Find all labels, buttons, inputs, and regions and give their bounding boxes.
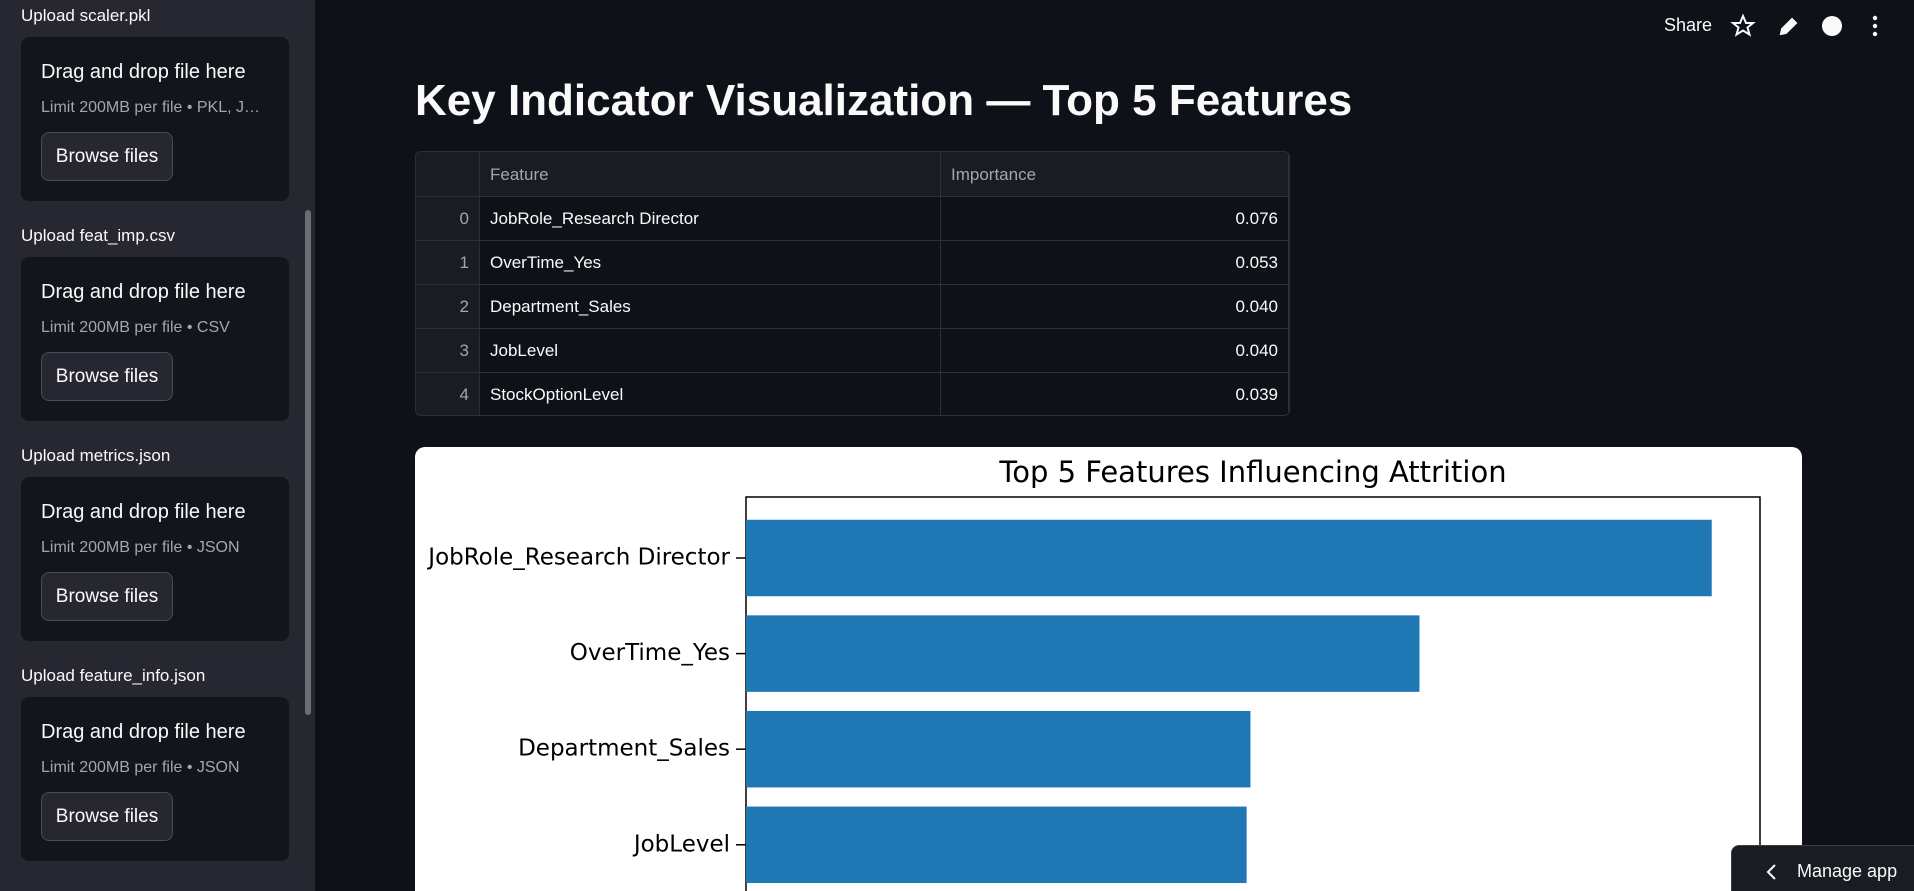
dropzone-text: Drag and drop file here [41,61,246,83]
chart-title: Top 5 Features Influencing Attrition [998,455,1506,489]
row-index: 0 [416,197,480,241]
column-header: Feature [480,152,941,197]
limit-text: Limit 200MB per file • PKL, J… [41,99,261,116]
uploader-label: Upload feature_info.json [21,666,206,685]
dropzone[interactable]: Drag and drop file here Limit 200MB per f… [21,477,289,641]
browse-button[interactable]: Browse files [41,352,173,401]
menu-icon[interactable] [1872,15,1878,37]
edit-icon[interactable] [1779,17,1798,36]
table-cell: 0.053 [941,241,1289,285]
table-cell: OverTime_Yes [480,241,941,285]
sidebar: Upload scaler.pkl Drag and drop file here… [0,0,315,891]
toolbar-icons [1730,13,1878,37]
chevron-icon [1766,864,1776,880]
y-tick-label: Department_Sales [518,736,730,762]
y-tick-label: JobLevel [632,831,730,857]
page-title: Key Indicator Visualization — Top 5 Feat… [415,76,1353,125]
row-index: 4 [416,373,480,415]
scrollbar[interactable] [305,210,311,715]
column-header: Importance [941,152,1289,197]
data-table: Feature Importance 0 JobRole_Research Direc… [415,151,1290,416]
row-index: 1 [416,241,480,285]
star-icon[interactable] [1730,13,1756,37]
limit-text: Limit 200MB per file • JSON [41,539,240,556]
manage-app-button[interactable]: Manage app [1731,845,1914,891]
table-cell: JobLevel [480,329,941,373]
bar [746,806,1247,884]
bar [746,615,1420,692]
limit-text: Limit 200MB per file • CSV [41,319,230,336]
table-cell: JobRole_Research Director [480,197,941,241]
manage-app-label: Manage app [1797,861,1898,881]
table-cell: 0.040 [941,329,1289,373]
table-cell: StockOptionLevel [480,373,941,415]
uploader-label: Upload metrics.json [21,446,171,465]
y-tick-label: JobRole_Research Director [426,545,730,571]
chart: Top 5 Features Influencing Attrition Job… [415,447,1802,891]
browse-button[interactable]: Browse files [41,572,173,621]
y-tick-label: OverTime_Yes [570,640,730,666]
table-cell: 0.040 [941,285,1289,329]
github-icon[interactable] [1822,16,1842,36]
row-index: 2 [416,285,480,329]
dropzone[interactable]: Drag and drop file here Limit 200MB per f… [21,37,289,201]
bar [746,710,1251,788]
bar [746,519,1712,597]
dropzone-text: Drag and drop file here [41,281,246,303]
row-index: 3 [416,329,480,373]
table-cell: 0.039 [941,373,1289,415]
index-header [416,152,480,197]
dropzone-text: Drag and drop file here [41,501,246,523]
limit-text: Limit 200MB per file • JSON [41,759,240,776]
table-cell: 0.076 [941,197,1289,241]
share-button[interactable]: Share [1664,15,1713,35]
table-cell: Department_Sales [480,285,941,329]
uploader-label: Upload scaler.pkl [21,6,151,25]
uploader-label: Upload feat_imp.csv [21,226,176,245]
dropzone-text: Drag and drop file here [41,721,246,743]
dropzone[interactable]: Drag and drop file here Limit 200MB per f… [21,257,289,421]
browse-button[interactable]: Browse files [41,132,173,181]
browse-button[interactable]: Browse files [41,792,173,841]
dropzone[interactable]: Drag and drop file here Limit 200MB per f… [21,697,289,861]
